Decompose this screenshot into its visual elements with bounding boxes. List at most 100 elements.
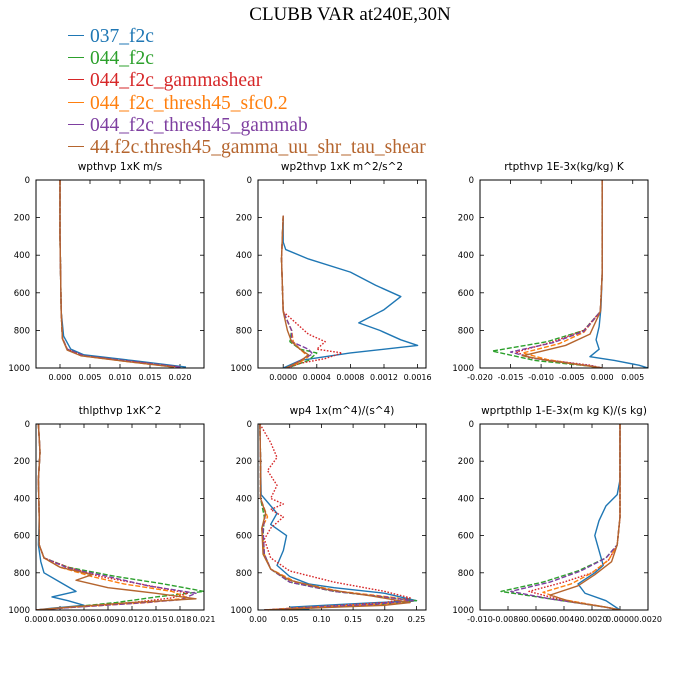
- y-tick-label: 800: [236, 569, 252, 579]
- series-group: [500, 424, 621, 610]
- panel-title: wp2thvp 1xK m^2/s^2: [281, 161, 403, 173]
- series-line-044-f2c-thresh45-sfc0-2: [59, 180, 175, 368]
- y-tick-label: 400: [458, 494, 474, 504]
- x-tick-label: 0.005: [79, 373, 102, 382]
- series-line-044-f2c: [500, 424, 621, 610]
- x-tick-label: 0.0016: [404, 373, 432, 382]
- series-group: [259, 424, 418, 610]
- x-tick-label: -0.010: [467, 615, 493, 624]
- y-tick-label: 800: [236, 326, 252, 336]
- x-tick-label: 0.25: [408, 615, 426, 624]
- y-tick-label: 200: [236, 214, 252, 224]
- plot-frame: [257, 179, 427, 369]
- y-tick-label: 200: [14, 214, 30, 224]
- plot-frame: [35, 423, 205, 611]
- plot-frame: [257, 423, 427, 611]
- series-line-037-f2c: [59, 180, 187, 368]
- series-line-037-f2c: [589, 180, 648, 368]
- panel-2: wp2thvp 1xK m^2/s^2 0 200 400 600 800 1000 0.00…: [230, 161, 431, 382]
- legend-label: 044_f2c: [90, 48, 154, 70]
- y-tick-label: 600: [458, 289, 474, 299]
- series-line-044-f2c-gammashear: [59, 180, 181, 368]
- x-tick-label: 0.010: [109, 373, 132, 382]
- series-line-044-f2c: [491, 180, 603, 368]
- series-line-044-f2c-thresh45-sfc0-2: [522, 180, 603, 368]
- series-group: [59, 180, 187, 368]
- y-tick-label: 600: [236, 289, 252, 299]
- x-tick-label: -0.0080: [493, 615, 524, 624]
- y-tick-label: 200: [14, 457, 30, 467]
- legend-item-44-f2c-thresh45-gamma-uu-shr-tau-shear: 44.f2c.thresh45_gamma_uu_shr_tau_shear: [68, 137, 426, 159]
- series-line-044-f2c-gammashear: [259, 424, 411, 610]
- y-tick-label: 0: [469, 176, 474, 186]
- legend-item-044-f2c-gammashear: 044_f2c_gammashear: [68, 70, 426, 92]
- series-line-044-f2c: [59, 180, 181, 368]
- series-group: [36, 424, 204, 610]
- y-tick-label: 600: [236, 532, 252, 542]
- y-tick-label: 600: [458, 532, 474, 542]
- legend-label: 044_f2c_gammashear: [90, 70, 263, 92]
- x-tick-label: 0.009: [97, 615, 120, 624]
- y-tick-label: 0: [25, 420, 30, 430]
- x-tick-label: -0.0040: [549, 615, 580, 624]
- x-tick-label: -0.015: [498, 373, 524, 382]
- legend-item-044-f2c-thresh45-gammab: 044_f2c_thresh45_gammab: [68, 115, 426, 137]
- panel-3: rtpthvp 1E-3x(kg/kg) K02004006008001000-…: [452, 161, 649, 382]
- y-tick-label: 1000: [230, 364, 252, 374]
- y-tick-label: 1000: [230, 606, 252, 616]
- legend-item-044-f2c-thresh45-sfc0-2: 044_f2c_thresh45_sfc0.2: [68, 93, 426, 115]
- y-tick-label: 200: [458, 457, 474, 467]
- series-group: [491, 180, 648, 368]
- series-line-044-f2c-thresh45-gammab: [510, 424, 621, 610]
- x-tick-label: 0.021: [193, 615, 216, 624]
- plot-frame: [35, 179, 205, 369]
- x-tick-label: 0.00: [249, 615, 267, 624]
- y-tick-label: 800: [14, 326, 30, 336]
- y-tick-label: 1000: [452, 606, 474, 616]
- series-line-044-f2c-thresh45-gammab: [509, 180, 603, 368]
- plot-frame: [479, 179, 649, 369]
- y-tick-label: 600: [14, 532, 30, 542]
- y-tick-label: 600: [14, 289, 30, 299]
- y-tick-label: 200: [236, 457, 252, 467]
- panel-1: wpthvp 1xK m/s 0 200 400 600 800 1000 0.000 0.00…: [8, 161, 205, 382]
- y-tick-label: 400: [236, 494, 252, 504]
- x-tick-label: 0.015: [145, 615, 168, 624]
- legend: 037_f2c 044_f2c 044_f2c_gammashear 044_f…: [68, 26, 426, 159]
- y-tick-label: 800: [14, 569, 30, 579]
- x-tick-label: -0.010: [528, 373, 554, 382]
- x-tick-label: 0.05: [281, 615, 299, 624]
- legend-swatch: [68, 101, 84, 103]
- series-line-44-f2c-thresh45-gamma-uu-shr-tau-shear: [36, 424, 197, 610]
- y-tick-label: 1000: [452, 364, 474, 374]
- legend-swatch: [68, 123, 84, 125]
- figure-title: CLUBB VAR at240E,30N: [249, 4, 451, 25]
- y-tick-label: 800: [458, 569, 474, 579]
- x-tick-label: 0.003: [49, 615, 72, 624]
- y-tick-label: 200: [458, 214, 474, 224]
- series-line-44-f2c-thresh45-gamma-uu-shr-tau-shear: [280, 215, 310, 368]
- panel-title: wprtpthlp 1-E-3x(m kg K)/(s kg): [481, 405, 647, 417]
- panel-title: thlpthvp 1xK^2: [79, 405, 162, 417]
- x-tick-label: 0.0004: [303, 373, 331, 382]
- x-tick-label: 0.006: [73, 615, 96, 624]
- panel-title: wpthvp 1xK m/s: [78, 161, 163, 173]
- series-line-44-f2c-thresh45-gamma-uu-shr-tau-shear: [59, 180, 175, 368]
- series-line-037-f2c: [36, 424, 85, 610]
- legend-label: 044_f2c_thresh45_sfc0.2: [90, 92, 288, 114]
- x-tick-label: 0.015: [139, 373, 162, 382]
- x-tick-label: 0.0008: [336, 373, 364, 382]
- x-tick-label: 0.018: [169, 615, 192, 624]
- y-tick-label: 0: [469, 420, 474, 430]
- legend-label: 44.f2c.thresh45_gamma_uu_shr_tau_shear: [90, 136, 426, 158]
- y-tick-label: 400: [458, 251, 474, 261]
- series-line-037-f2c: [282, 215, 419, 368]
- x-tick-label: 0.15: [344, 615, 362, 624]
- series-line-037-f2c: [259, 424, 418, 610]
- y-tick-label: 400: [14, 251, 30, 261]
- x-tick-label: -0.020: [467, 373, 493, 382]
- legend-swatch: [68, 145, 84, 147]
